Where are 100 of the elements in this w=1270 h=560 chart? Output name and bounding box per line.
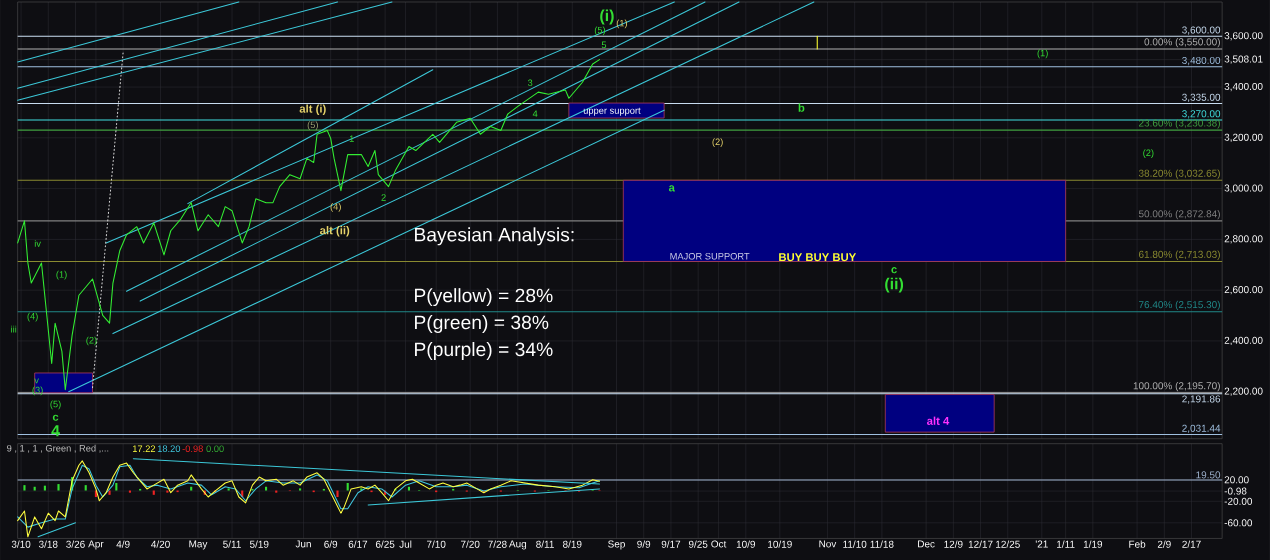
x-tick-label: 9/25 bbox=[688, 540, 708, 548]
annotation: (2) bbox=[712, 138, 723, 147]
y-tick-label: 20.00 bbox=[1224, 476, 1249, 484]
x-tick-label: 12/25 bbox=[996, 540, 1020, 548]
x-tick-label: 5/11 bbox=[223, 540, 241, 548]
ref-line-label: 2,031.44 bbox=[1182, 424, 1221, 433]
ref-line-label: 0.00% (3,550.00) bbox=[1144, 37, 1220, 48]
annotation: c bbox=[52, 414, 59, 421]
annotation: 3 bbox=[527, 79, 533, 86]
x-tick-label: 3/26 bbox=[66, 540, 85, 548]
x-tick-label: Jul bbox=[399, 540, 412, 548]
ref-line-label: 76.40% (2,515.30) bbox=[1139, 300, 1220, 310]
x-tick-label: 12/9 bbox=[944, 540, 963, 548]
x-tick-label: 1/19 bbox=[1083, 540, 1103, 548]
x-tick-label: 2/9 bbox=[1157, 540, 1171, 548]
x-tick-label: 3/18 bbox=[38, 540, 58, 548]
x-tick-label: 11/10 bbox=[843, 540, 867, 548]
x-tick-label: Apr bbox=[88, 540, 104, 550]
annotation: BUY BUY BUY bbox=[779, 253, 857, 262]
ref-line-label: 23.60% (3,230.38) bbox=[1139, 119, 1220, 129]
annotation: alt 4 bbox=[927, 416, 950, 425]
annotation: (ii) bbox=[885, 277, 904, 293]
x-tick-label: 6/9 bbox=[324, 540, 338, 548]
x-tick-label: 8/19 bbox=[563, 540, 582, 548]
annotation: b bbox=[798, 103, 805, 112]
x-tick-label: Nov bbox=[819, 540, 837, 548]
annotation: P(yellow) = 28% bbox=[415, 287, 553, 306]
x-tick-label: 2/17 bbox=[1182, 540, 1201, 548]
ref-line-label: 100.00% (2,195.70) bbox=[1133, 381, 1220, 392]
annotation: Bayesian Analysis: bbox=[415, 227, 574, 246]
annotation: 18.20 bbox=[157, 445, 181, 452]
x-tick-label: 6/17 bbox=[348, 540, 368, 548]
annotation: (4) bbox=[330, 202, 341, 212]
ref-line-label: 3,335.00 bbox=[1182, 93, 1221, 102]
annotation: c bbox=[891, 266, 897, 274]
annotation: 0.00 bbox=[206, 445, 224, 452]
annotation: -0.98 bbox=[182, 445, 203, 452]
x-tick-label: 10/19 bbox=[768, 540, 792, 548]
x-tick-label: 7/28 bbox=[488, 540, 507, 548]
x-tick-label: Oct bbox=[711, 540, 727, 548]
x-tick-label: 8/11 bbox=[536, 540, 554, 548]
ref-line-label: 19.50 bbox=[1196, 471, 1221, 479]
x-tick-label: 7/20 bbox=[461, 540, 480, 548]
x-tick-label: 6/25 bbox=[375, 540, 395, 548]
x-tick-label: Sep bbox=[608, 540, 625, 550]
annotation: (5) bbox=[307, 121, 318, 130]
annotation: a bbox=[668, 185, 675, 192]
y-tick-label: -0.98 bbox=[1224, 487, 1247, 495]
ref-line-label: 38.20% (3,032.65) bbox=[1138, 169, 1220, 179]
x-tick-label: 9/17 bbox=[661, 540, 681, 548]
y-tick-label: 3,600.00 bbox=[1224, 31, 1263, 41]
x-tick-label: 12/17 bbox=[968, 540, 993, 548]
y-tick-label: 3,400.00 bbox=[1224, 82, 1263, 91]
annotation: 2 bbox=[381, 194, 386, 201]
y-tick-label: -20.00 bbox=[1224, 497, 1253, 505]
ref-line-label: 50.00% (2,872.84) bbox=[1138, 209, 1220, 220]
ref-line-label: 2,191.86 bbox=[1182, 395, 1221, 404]
annotation: (2) bbox=[1143, 149, 1154, 158]
y-tick-label: 3,000.00 bbox=[1224, 184, 1263, 193]
ref-line-label: 61.80% (2,713.03) bbox=[1139, 250, 1220, 260]
annotation: (1) bbox=[56, 270, 67, 280]
x-tick-label: 10/9 bbox=[736, 540, 756, 548]
x-tick-label: 11/18 bbox=[870, 540, 894, 548]
annotation: (4) bbox=[27, 312, 38, 322]
x-tick-label: 4/9 bbox=[116, 540, 130, 548]
x-tick-label: Feb bbox=[1129, 540, 1146, 548]
y-tick-label: 3,200.00 bbox=[1224, 133, 1263, 142]
annotation: 5 bbox=[601, 41, 607, 48]
annotation: upper support bbox=[583, 107, 641, 116]
x-tick-label: 9/9 bbox=[637, 540, 651, 548]
text: iii bbox=[11, 325, 17, 333]
y-tick-label: 2,800.00 bbox=[1224, 235, 1263, 244]
ref-line-label: 3,270.00 bbox=[1182, 110, 1221, 119]
ref-line-label: 3,480.00 bbox=[1182, 56, 1221, 65]
annotation: 1 bbox=[349, 135, 354, 142]
annotation: 17.22 bbox=[132, 445, 156, 452]
annotation: (5) bbox=[50, 400, 61, 409]
annotation: (i) bbox=[600, 9, 614, 25]
annotation: 4 bbox=[51, 425, 60, 437]
ref-line-label: 3,600.00 bbox=[1182, 26, 1221, 35]
x-tick-label: Aug bbox=[508, 540, 527, 550]
x-tick-label: 1/11 bbox=[1057, 540, 1075, 548]
x-tick-label: Dec bbox=[918, 540, 935, 548]
x-tick-label: '21 bbox=[1035, 540, 1048, 548]
x-tick-label: 5/19 bbox=[249, 540, 269, 548]
y-tick-label: 2,200.00 bbox=[1224, 387, 1263, 396]
x-tick-label: May bbox=[189, 540, 208, 550]
annotation: MAJOR SUPPORT bbox=[670, 252, 750, 260]
y-tick-label: 2,400.00 bbox=[1224, 336, 1263, 345]
annotation: 9 , 1 , 1 , Green , Red ,... bbox=[7, 444, 109, 453]
annotation: iv bbox=[34, 239, 41, 247]
x-tick-label: Jun bbox=[295, 540, 311, 548]
y-tick-label: 3,508.01 bbox=[1224, 55, 1263, 64]
y-tick-label: -60.00 bbox=[1224, 519, 1253, 527]
annotation: alt (i) bbox=[299, 104, 326, 115]
x-tick-label: 7/10 bbox=[426, 540, 446, 548]
annotation: P(green) = 38% bbox=[415, 314, 549, 333]
annotation: (1) bbox=[1037, 49, 1048, 58]
x-tick-label: 4/20 bbox=[151, 540, 170, 548]
annotation: (2) bbox=[86, 336, 97, 346]
